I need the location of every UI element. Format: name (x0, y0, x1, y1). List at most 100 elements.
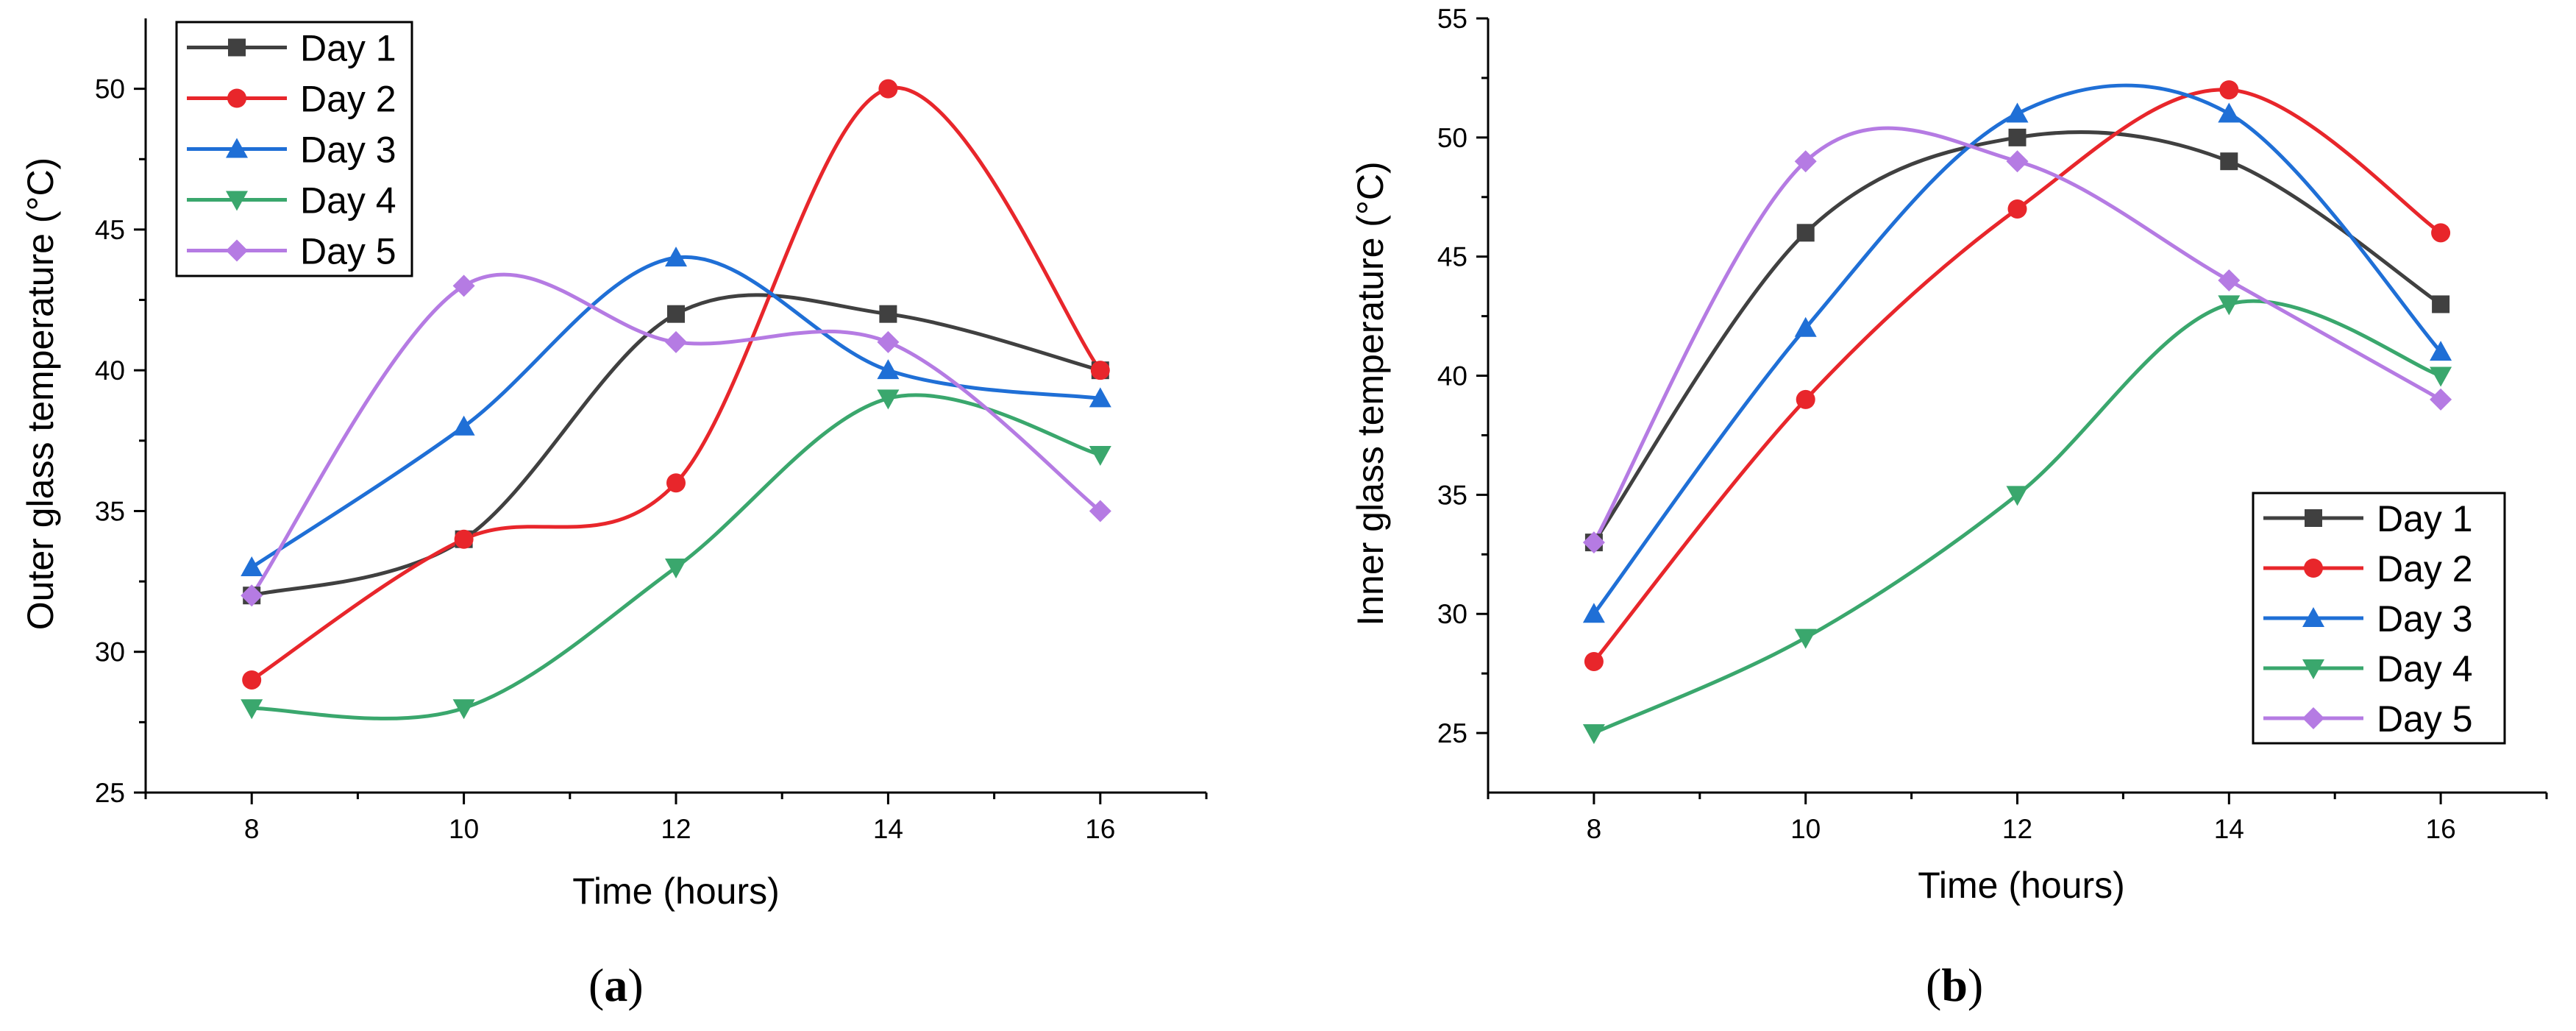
x-tick-label: 14 (873, 814, 903, 844)
data-point-day-3 (2218, 102, 2241, 123)
y-tick-label: 25 (1437, 718, 1467, 748)
x-tick-label: 10 (1790, 814, 1821, 844)
legend-label-day-4: Day 4 (2377, 648, 2473, 690)
data-point-day-2 (878, 79, 898, 99)
y-tick-label: 45 (95, 215, 125, 245)
data-point-day-1 (2220, 152, 2238, 171)
legend-label-day-5: Day 5 (300, 231, 396, 272)
series-line-day-4 (252, 393, 1101, 720)
legend-label-day-2: Day 2 (300, 79, 396, 120)
data-point-day-2 (1796, 389, 1815, 409)
data-point-day-5 (2006, 150, 2029, 173)
data-point-day-3 (452, 415, 475, 436)
y-axis-label-b: Inner glass temperature (°C) (1350, 161, 1391, 626)
data-point-day-2 (1090, 361, 1110, 380)
y-tick-label: 55 (1437, 4, 1467, 34)
data-point-day-2 (454, 529, 474, 549)
series-line-day-1 (1592, 130, 2442, 544)
x-axis-label-a: Time (hours) (572, 871, 780, 912)
x-tick-label: 16 (1085, 814, 1115, 844)
y-tick-label: 35 (95, 496, 125, 526)
data-point-day-5 (877, 330, 900, 353)
legend-marker-day-3 (226, 138, 248, 158)
legend-marker-day-1 (228, 38, 246, 57)
y-tick-label: 50 (1437, 123, 1467, 153)
data-point-day-4 (2006, 486, 2029, 506)
legend-label-day-5: Day 5 (2377, 698, 2473, 740)
caption-a: (a) (588, 959, 644, 1011)
legend-marker-day-4 (2302, 659, 2324, 679)
data-point-day-3 (1794, 316, 1817, 337)
data-point-day-1 (667, 305, 685, 323)
data-point-day-5 (1582, 531, 1605, 554)
legend-label-day-1: Day 1 (2377, 498, 2473, 539)
y-tick-label: 50 (95, 74, 125, 104)
data-point-day-2 (2219, 80, 2239, 100)
data-point-day-3 (1582, 603, 1605, 623)
data-point-day-5 (2218, 269, 2241, 292)
data-point-day-5 (452, 274, 475, 297)
legend-a: Day 1 Day 2 Day 3 Day 4 Day 5 (175, 21, 413, 277)
data-point-day-2 (1584, 651, 1604, 671)
data-point-day-4 (877, 389, 900, 410)
data-point-day-4 (665, 558, 687, 578)
data-point-day-3 (665, 247, 687, 267)
data-point-day-3 (2006, 102, 2029, 123)
data-point-day-3 (241, 556, 263, 576)
legend-marker-day-2 (227, 88, 246, 108)
legend-marker-day-5 (2302, 707, 2324, 729)
y-tick-label: 25 (95, 778, 125, 808)
x-tick-label: 10 (449, 814, 479, 844)
data-point-day-5 (1794, 150, 1817, 173)
y-axis-label-a: Outer glass temperature (°C) (20, 157, 61, 630)
data-point-day-5 (665, 330, 687, 353)
caption-label-b: b (1941, 959, 1968, 1011)
data-point-day-3 (2430, 341, 2452, 361)
legend-b: Day 1 Day 2 Day 3 Day 4 Day 5 (2252, 492, 2506, 745)
data-point-day-3 (877, 359, 900, 380)
series-markers-b (1582, 80, 2452, 745)
data-point-day-5 (241, 584, 263, 607)
legend-label-day-2: Day 2 (2377, 548, 2473, 589)
x-tick-label: 12 (2002, 814, 2032, 844)
caption-label-a: a (604, 959, 627, 1011)
data-point-day-4 (1794, 628, 1817, 649)
data-point-day-2 (242, 670, 262, 690)
legend-marker-day-2 (2304, 559, 2323, 578)
x-tick-label: 8 (244, 814, 260, 844)
x-tick-label: 12 (661, 814, 691, 844)
chart-panel-a: 25 30 35 40 45 50 8 10 12 14 16 Time (hours) Oute… (20, 18, 1208, 1011)
data-point-day-4 (241, 699, 263, 720)
series-line-day-5 (1592, 126, 2442, 544)
legend-label-day-3: Day 3 (300, 130, 396, 171)
data-point-day-1 (2432, 295, 2450, 313)
data-point-day-4 (1089, 445, 1111, 466)
data-point-day-4 (452, 699, 475, 720)
chart-panel-b: 25 30 35 40 45 50 55 8 10 12 14 16 Time (hours) In… (1350, 4, 2548, 1011)
series-line-day-5 (250, 272, 1102, 597)
x-tick-label: 8 (1587, 814, 1602, 844)
y-tick-label: 45 (1437, 242, 1467, 272)
x-tick-label: 14 (2214, 814, 2244, 844)
x-axis-label-b: Time (hours) (1918, 865, 2125, 906)
legend-marker-day-1 (2305, 509, 2322, 527)
data-point-day-3 (1089, 387, 1111, 408)
y-tick-label: 30 (95, 637, 125, 667)
y-ticks-a: 25 30 35 40 45 50 (95, 74, 146, 808)
y-ticks-b: 25 30 35 40 45 50 55 (1437, 4, 1488, 748)
y-tick-label: 40 (95, 355, 125, 386)
data-point-day-1 (2008, 128, 2027, 146)
data-point-day-4 (2218, 295, 2241, 316)
data-point-day-5 (1089, 500, 1111, 522)
legend-marker-day-5 (226, 239, 248, 262)
data-point-day-4 (2430, 366, 2452, 387)
legend-label-day-3: Day 3 (2377, 598, 2473, 639)
y-tick-label: 40 (1437, 361, 1467, 392)
data-point-day-1 (879, 305, 897, 323)
legend-marker-day-3 (2302, 607, 2324, 627)
x-ticks-a: 8 10 12 14 16 (144, 793, 1208, 844)
data-point-day-2 (666, 473, 686, 493)
legend-marker-day-4 (226, 191, 248, 211)
data-point-day-5 (2430, 388, 2452, 411)
